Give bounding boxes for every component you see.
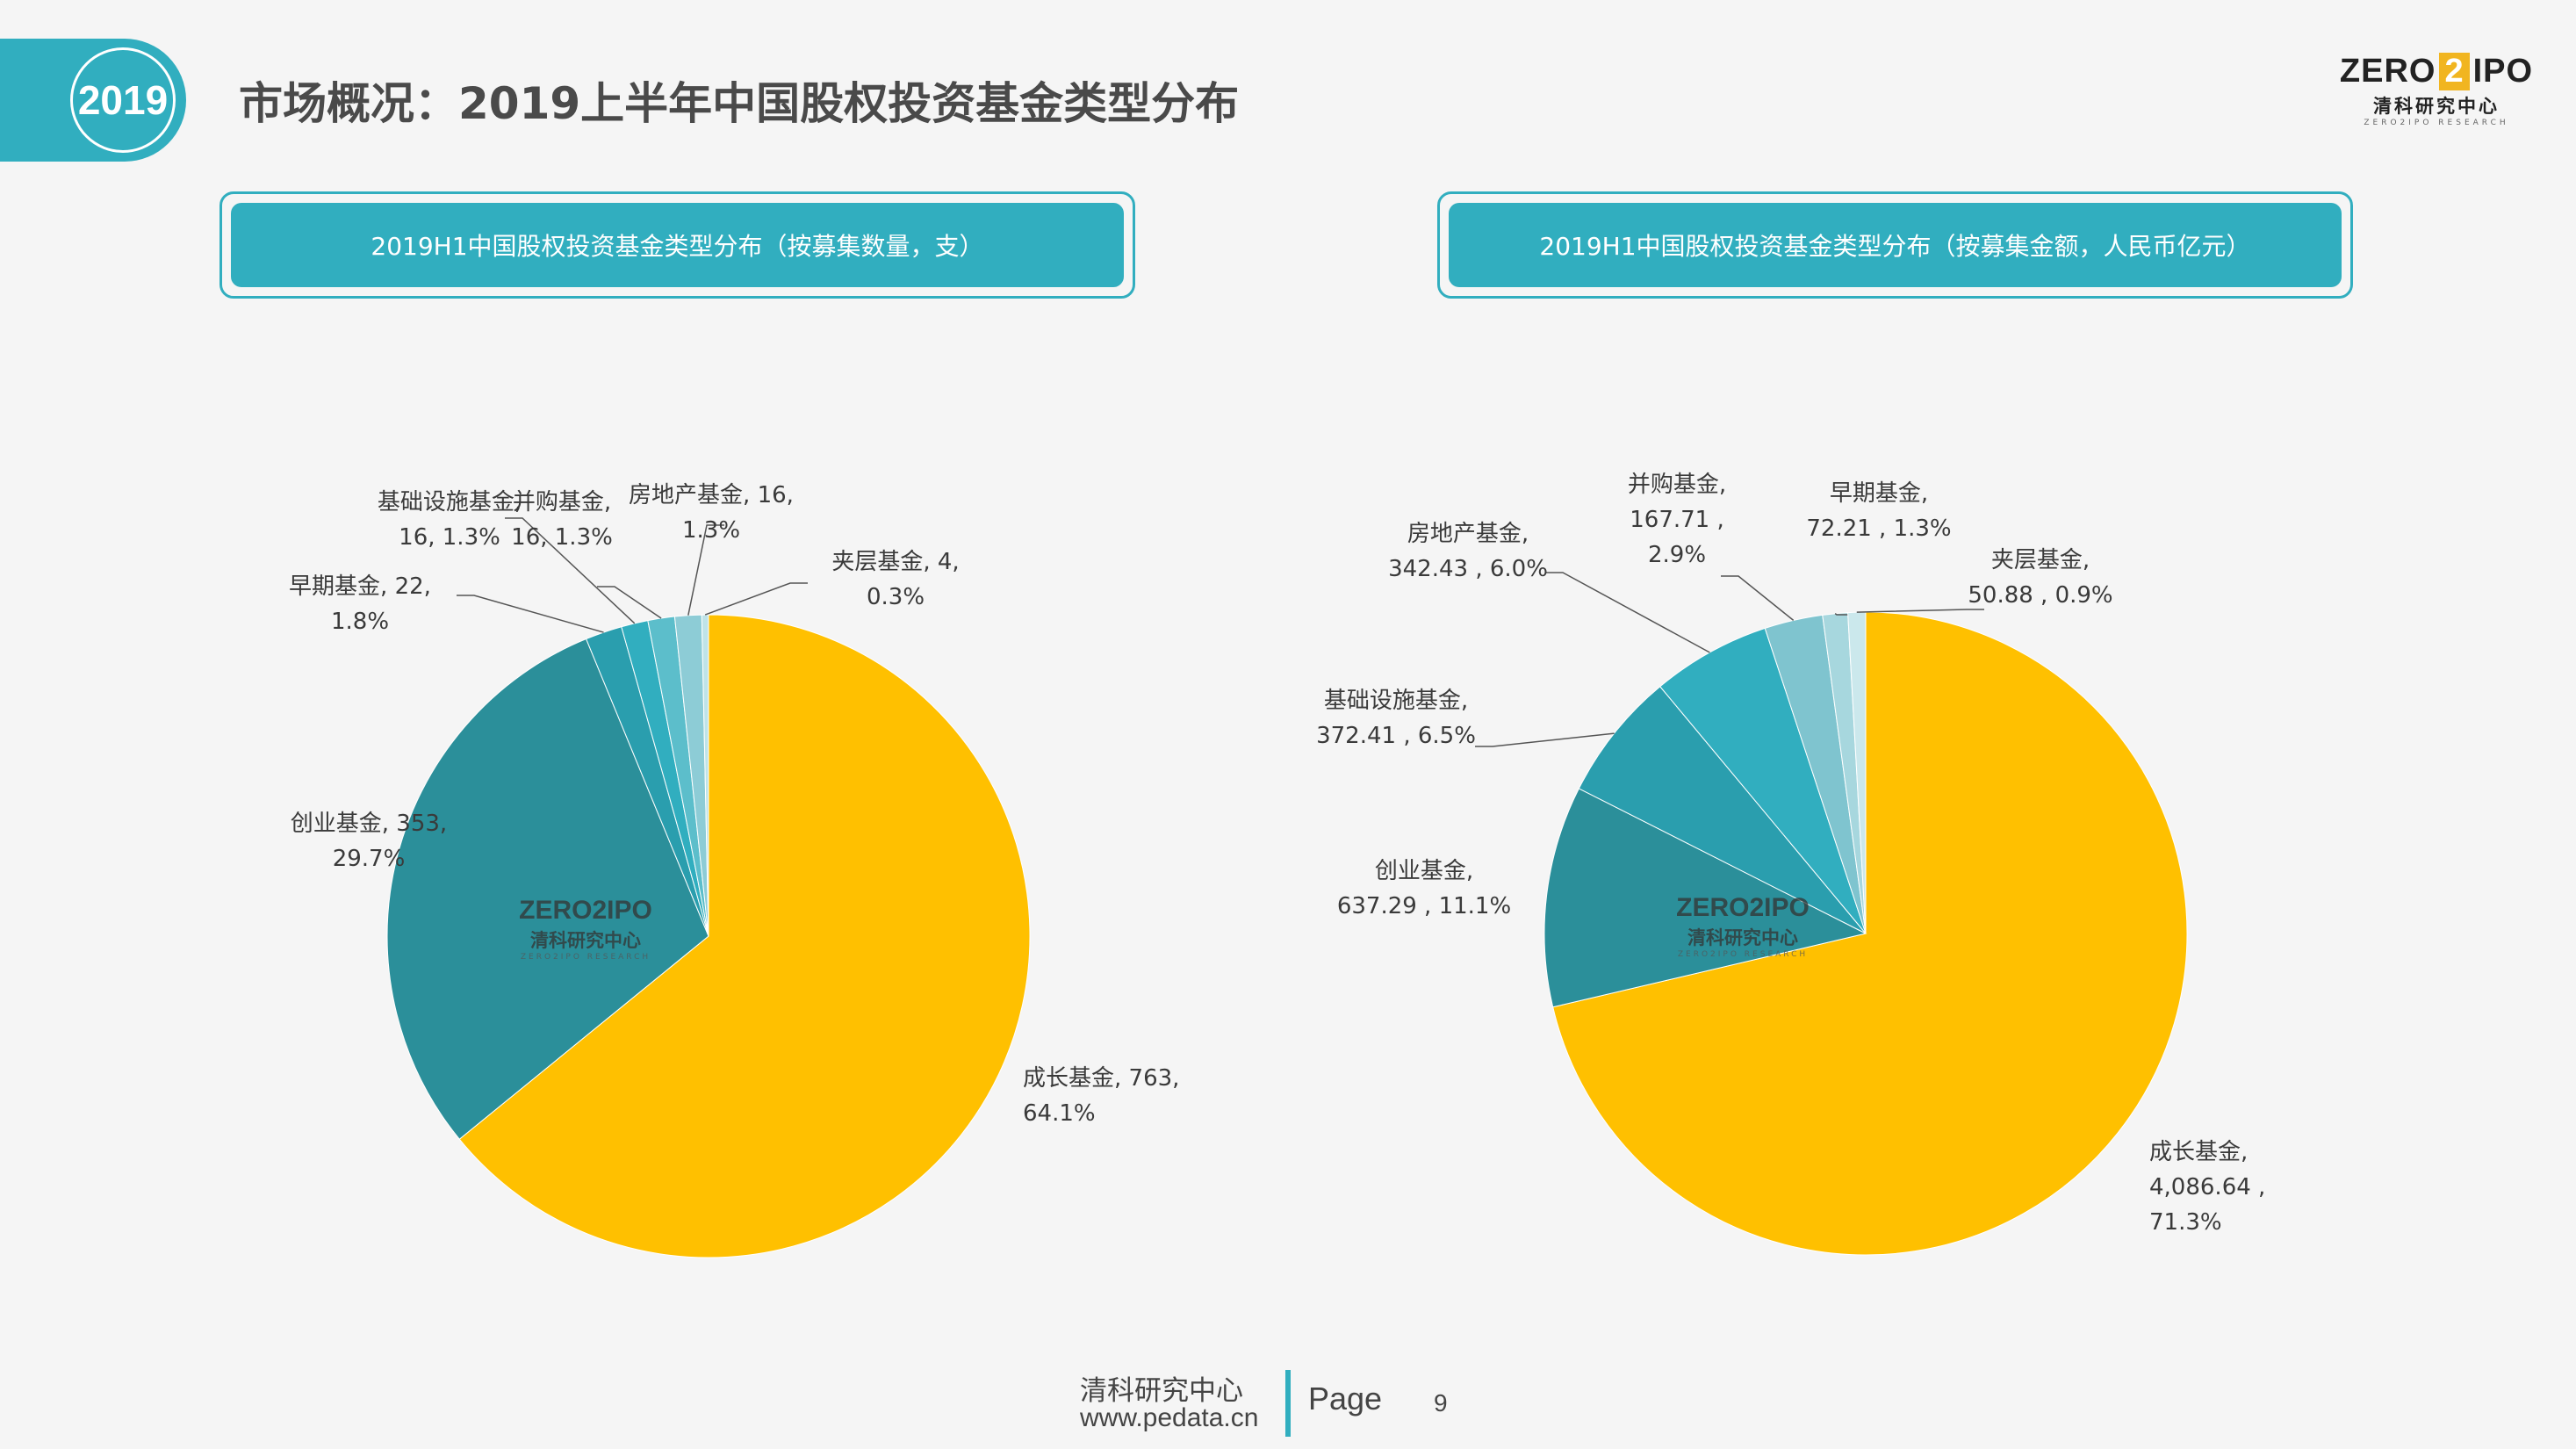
pie-chart-count: 成长基金, 763, 64.1% 创业基金, 353, 29.7% 早期基金, 22, 1… (289, 482, 1179, 1258)
footer-url[interactable]: www.pedata.cn (1080, 1403, 1259, 1432)
slice-label: 早期基金, 72.21 , 1.3% (1806, 480, 1951, 542)
logo-two: 2 (2439, 53, 2470, 90)
svg-text:ZERO2IPO RESEARCH: ZERO2IPO RESEARCH (521, 953, 651, 962)
year-badge: 2019 (70, 47, 176, 153)
slice-label: 基础设施基金, 16, 1.3% (378, 489, 522, 551)
panel-header-count: 2019H1中国股权投资基金类型分布（按募集数量，支） (219, 191, 1135, 299)
leader-line (457, 595, 604, 633)
brand-logo: ZERO 2 IPO 清科研究中心 ZERO2IPO RESEARCH (2335, 53, 2537, 127)
pie-slice (1552, 611, 2188, 1256)
watermark-logo: ZERO2IPO 清科研究中心 ZERO2IPO RESEARCH (1676, 893, 1810, 959)
footer-org: 清科研究中心 (1080, 1375, 1243, 1407)
logo-zero: ZERO (2339, 53, 2436, 90)
pie-slice (1543, 788, 1867, 1008)
watermark-logo: ZERO2IPO 清科研究中心 ZERO2IPO RESEARCH (519, 896, 652, 962)
slice-label: 并购基金, 167.71 , 2.9% (1628, 472, 1726, 568)
pie-slice (458, 614, 1031, 1258)
svg-text:ZERO2IPO: ZERO2IPO (1676, 893, 1810, 922)
leader-line (704, 582, 808, 616)
svg-text:ZERO2IPO: ZERO2IPO (519, 896, 652, 925)
leader-line (597, 586, 662, 619)
svg-text:清科研究中心: 清科研究中心 (530, 930, 641, 951)
slice-label: 基础设施基金, 372.41 , 6.5% (1316, 688, 1476, 749)
leader-line (1721, 575, 1795, 621)
logo-cn: 清科研究中心 (2373, 96, 2500, 117)
slice-label: 房地产基金, 342.43 , 6.0% (1388, 521, 1548, 582)
panel-header-amount: 2019H1中国股权投资基金类型分布（按募集金额，人民币亿元） (1437, 191, 2353, 299)
footer-divider (1285, 1370, 1291, 1437)
year-label: 2019 (77, 77, 169, 123)
leader-line (1475, 732, 1615, 747)
slice-label: 早期基金, 22, 1.8% (289, 573, 431, 635)
footer-page-number: 9 (1434, 1389, 1448, 1417)
leader-line (687, 524, 724, 616)
logo-ipo: IPO (2472, 53, 2534, 90)
slice-label: 创业基金, 637.29 , 11.1% (1337, 858, 1511, 919)
slice-label: 成长基金, 763, 64.1% (1023, 1065, 1179, 1127)
leader-line (505, 517, 636, 624)
slice-label: 房地产基金, 16, 1.3% (629, 482, 794, 544)
pie-slice (1659, 627, 1867, 934)
pie-chart-amount: 成长基金, 4,086.64 , 71.3% 创业基金, 637.29 , 11.1% 基… (1316, 472, 2265, 1256)
slice-label: 创业基金, 353, 29.7% (291, 811, 447, 872)
slice-label: 成长基金, 4,086.64 , 71.3% (2149, 1139, 2265, 1236)
leader-line (1856, 609, 1984, 613)
logo-en: ZERO2IPO RESEARCH (2364, 119, 2509, 127)
slice-label: 夹层基金, 50.88 , 0.9% (1968, 547, 2112, 609)
page-title: 市场概况：2019上半年中国股权投资基金类型分布 (239, 78, 1240, 129)
panel-title-count: 2019H1中国股权投资基金类型分布（按募集数量，支） (231, 203, 1124, 287)
logo-wordmark: ZERO 2 IPO (2335, 53, 2537, 90)
slice-label: 并购基金, 16, 1.3% (511, 489, 613, 551)
footer-page-label: Page (1308, 1381, 1383, 1417)
leader-line (1545, 572, 1710, 653)
slice-label: 夹层基金, 4, 0.3% (831, 549, 959, 610)
svg-text:ZERO2IPO RESEARCH: ZERO2IPO RESEARCH (1678, 950, 1808, 959)
panel-title-amount: 2019H1中国股权投资基金类型分布（按募集金额，人民币亿元） (1449, 203, 2342, 287)
pie-slice (386, 638, 709, 1140)
svg-text:清科研究中心: 清科研究中心 (1687, 927, 1798, 948)
